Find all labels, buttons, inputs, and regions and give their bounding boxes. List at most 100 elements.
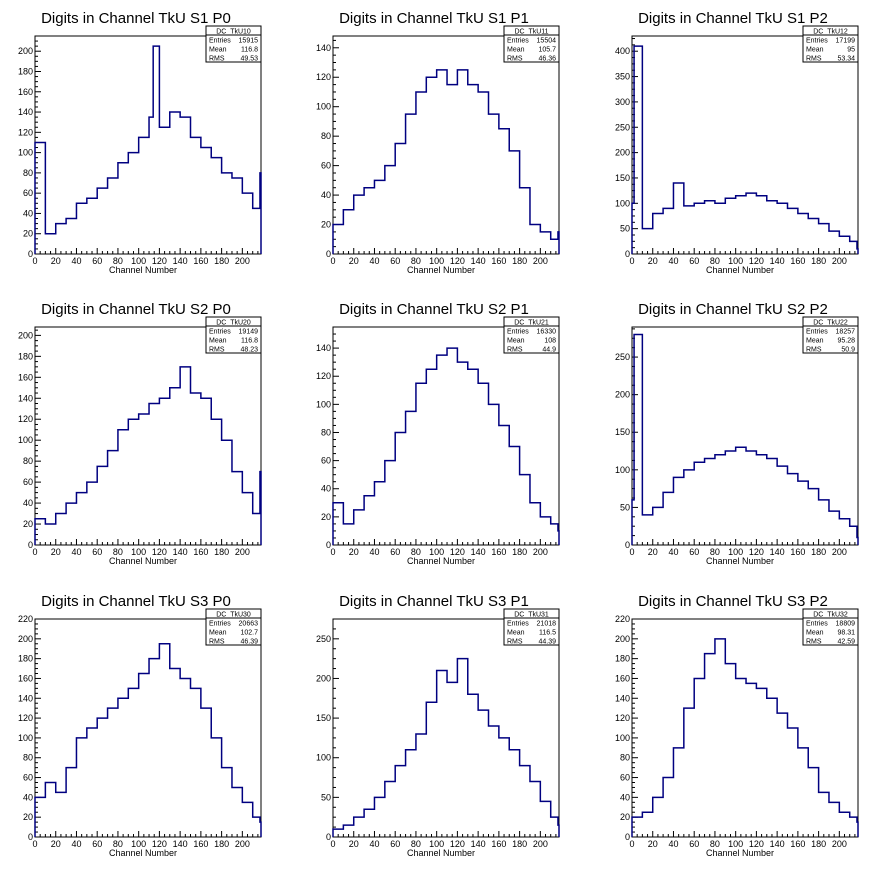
y-tick-label: 120: [316, 371, 331, 381]
x-tick-label: 200: [533, 839, 548, 849]
y-tick-label: 60: [23, 188, 33, 198]
x-tick-label: 60: [689, 839, 699, 849]
x-tick-label: 180: [811, 839, 826, 849]
x-tick-label: 0: [32, 839, 37, 849]
histogram-series: [332, 347, 560, 545]
x-tick-label: 80: [113, 839, 123, 849]
x-tick-label: 60: [390, 839, 400, 849]
y-tick-label: 40: [23, 498, 33, 508]
x-tick-label: 200: [235, 256, 250, 266]
x-axis-label: Channel Number: [706, 265, 774, 275]
x-tick-label: 140: [173, 547, 188, 557]
x-tick-label: 100: [131, 256, 146, 266]
histogram-series: [34, 45, 262, 254]
x-tick-label: 20: [349, 547, 359, 557]
y-tick-label: 200: [615, 634, 630, 644]
y-tick-label: 250: [615, 122, 630, 132]
y-tick-label: 200: [18, 634, 33, 644]
stats-value: 116.5: [539, 630, 556, 637]
x-axis-label: Channel Number: [109, 265, 177, 275]
histogram-series: [631, 333, 859, 545]
y-tick-label: 120: [615, 713, 630, 723]
x-tick-label: 80: [113, 256, 123, 266]
x-tick-label: 160: [790, 547, 805, 557]
y-tick-label: 100: [316, 102, 331, 112]
y-tick-label: 80: [321, 427, 331, 437]
y-tick-label: 180: [18, 66, 33, 76]
stats-label: Entries: [507, 329, 529, 336]
stats-label: RMS: [209, 347, 225, 354]
y-tick-label: 100: [316, 399, 331, 409]
y-tick-label: 120: [18, 713, 33, 723]
y-tick-label: 60: [23, 477, 33, 487]
stats-value: 15915: [239, 38, 259, 45]
stats-label: RMS: [806, 347, 822, 354]
stats-value: 98.31: [837, 630, 855, 637]
y-tick-label: 150: [316, 713, 331, 723]
x-tick-label: 200: [832, 839, 847, 849]
stats-value: 95: [847, 47, 855, 54]
x-tick-label: 60: [390, 547, 400, 557]
x-tick-label: 0: [629, 839, 634, 849]
x-tick-label: 120: [749, 839, 764, 849]
stats-box-frame: [503, 608, 560, 646]
x-tick-label: 0: [330, 547, 335, 557]
x-tick-label: 20: [349, 256, 359, 266]
y-tick-label: 140: [615, 693, 630, 703]
plot-frame: [332, 618, 560, 838]
x-tick-label: 40: [71, 256, 81, 266]
x-tick-label: 120: [152, 547, 167, 557]
x-tick-label: 40: [668, 256, 678, 266]
y-tick-label: 100: [615, 465, 630, 475]
stats-name: DC_TkU32: [813, 612, 848, 619]
stats-value: 18809: [836, 621, 856, 628]
x-tick-label: 140: [471, 547, 486, 557]
stats-label: Mean: [507, 338, 525, 345]
y-tick-label: 20: [321, 220, 331, 230]
x-tick-label: 160: [193, 256, 208, 266]
stats-name: DC_TkU20: [216, 320, 251, 327]
y-tick-label: 200: [18, 330, 33, 340]
x-tick-label: 140: [770, 839, 785, 849]
x-tick-label: 140: [471, 839, 486, 849]
y-tick-label: 80: [23, 168, 33, 178]
x-tick-label: 160: [491, 256, 506, 266]
x-tick-label: 100: [131, 547, 146, 557]
y-tick-label: 400: [615, 46, 630, 56]
stats-label: Entries: [507, 621, 529, 628]
x-tick-label: 80: [411, 547, 421, 557]
x-tick-label: 0: [629, 256, 634, 266]
stats-value: 116.8: [241, 47, 258, 54]
stats-value: 50.9: [841, 347, 855, 354]
stats-label: Mean: [806, 630, 824, 637]
stats-label: RMS: [209, 56, 225, 63]
stats-value: 53.34: [837, 56, 855, 63]
stats-label: Mean: [806, 47, 824, 54]
stats-value: 17199: [836, 38, 856, 45]
x-tick-label: 160: [790, 256, 805, 266]
x-tick-label: 160: [193, 839, 208, 849]
y-tick-label: 60: [321, 456, 331, 466]
x-tick-label: 40: [668, 547, 678, 557]
y-tick-label: 0: [326, 832, 331, 842]
y-tick-label: 80: [23, 753, 33, 763]
y-tick-label: 140: [18, 693, 33, 703]
x-tick-label: 40: [668, 839, 678, 849]
y-tick-label: 120: [316, 72, 331, 82]
x-tick-label: 200: [832, 256, 847, 266]
y-tick-label: 250: [615, 352, 630, 362]
y-tick-label: 100: [316, 753, 331, 763]
histogram-panel: Digits in Channel TkU S1 P0 0 20 40 60 80 100 1…: [18, 10, 262, 275]
x-tick-label: 140: [173, 256, 188, 266]
chart-title: Digits in Channel TkU S3 P0: [41, 593, 231, 610]
plot-frame: [631, 618, 859, 838]
histogram-series: [631, 638, 859, 837]
x-tick-label: 60: [689, 256, 699, 266]
y-tick-label: 220: [18, 614, 33, 624]
x-tick-label: 140: [471, 256, 486, 266]
stats-label: Entries: [209, 329, 231, 336]
y-tick-label: 50: [620, 502, 630, 512]
stats-value: 46.36: [538, 56, 556, 63]
x-tick-label: 80: [710, 839, 720, 849]
